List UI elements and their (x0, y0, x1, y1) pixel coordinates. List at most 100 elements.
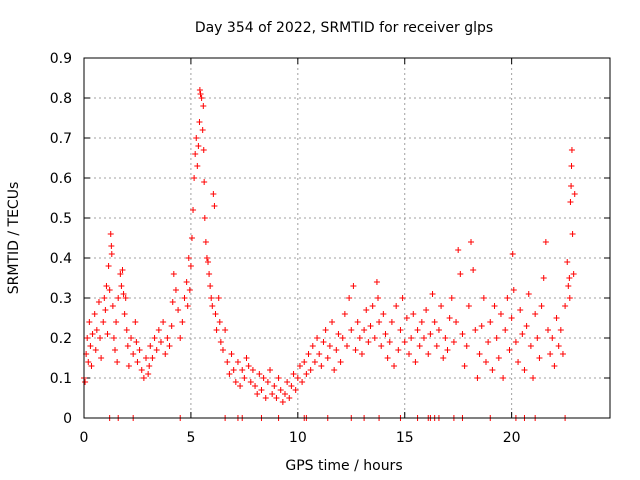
data-point (431, 319, 438, 325)
data-point (205, 259, 212, 265)
data-point (106, 287, 113, 293)
data-point (187, 263, 194, 269)
data-point (201, 179, 208, 185)
data-point (568, 163, 575, 169)
data-point (559, 351, 566, 357)
data-point (118, 283, 125, 289)
data-point (333, 347, 340, 353)
data-point (517, 307, 524, 313)
data-point (567, 199, 574, 205)
data-point (363, 307, 370, 313)
data-point (288, 383, 295, 389)
y-tick-label: 0.7 (50, 131, 72, 147)
data-point (206, 271, 213, 277)
data-point (239, 367, 246, 373)
data-point (495, 355, 502, 361)
data-point (138, 367, 145, 373)
data-point (346, 295, 353, 301)
data-point (232, 379, 239, 385)
data-point (562, 303, 569, 309)
data-point (234, 359, 241, 365)
data-point (435, 327, 442, 333)
data-point (314, 335, 321, 341)
data-point (281, 391, 288, 397)
data-point (170, 271, 177, 277)
data-point (564, 259, 571, 265)
data-point (416, 343, 423, 349)
data-point (245, 363, 252, 369)
data-point (478, 323, 485, 329)
data-point (93, 327, 100, 333)
data-point (506, 347, 513, 353)
data-point (195, 143, 202, 149)
data-point (279, 399, 286, 405)
data-point (260, 375, 267, 381)
data-point (196, 119, 203, 125)
data-point (303, 371, 310, 377)
y-tick-label: 0.2 (50, 331, 72, 347)
y-tick-label: 0.1 (50, 371, 72, 387)
data-point (391, 363, 398, 369)
data-point (188, 235, 195, 241)
data-point (91, 311, 98, 317)
data-point (510, 287, 517, 293)
data-point (565, 283, 572, 289)
data-point (190, 207, 197, 213)
data-point (367, 323, 374, 329)
data-point (504, 295, 511, 301)
data-point (222, 327, 229, 333)
data-point (117, 271, 124, 277)
data-point (108, 251, 115, 257)
data-point (301, 359, 308, 365)
data-point (160, 319, 167, 325)
data-point (433, 343, 440, 349)
data-point (322, 327, 329, 333)
data-point (482, 359, 489, 365)
data-point (82, 379, 89, 385)
data-point (331, 367, 338, 373)
data-point (114, 359, 121, 365)
data-point (97, 335, 104, 341)
x-tick-label: 5 (186, 430, 195, 446)
data-point (181, 295, 188, 301)
data-point (230, 367, 237, 373)
data-point (98, 355, 105, 361)
data-point (508, 315, 515, 321)
data-point (237, 383, 244, 389)
data-point (256, 371, 263, 377)
data-point (183, 279, 190, 285)
data-point (147, 343, 154, 349)
data-point (184, 303, 191, 309)
data-point (365, 339, 372, 345)
data-point (527, 343, 534, 349)
data-point (249, 367, 256, 373)
data-point (243, 355, 250, 361)
data-point (568, 183, 575, 189)
data-point (196, 87, 203, 93)
data-point (382, 331, 389, 337)
data-point (354, 319, 361, 325)
data-point (124, 343, 131, 349)
data-point (397, 327, 404, 333)
data-point (455, 247, 462, 253)
data-point (326, 343, 333, 349)
data-point (286, 395, 293, 401)
data-point (361, 327, 368, 333)
data-point (130, 351, 137, 357)
data-point (145, 371, 152, 377)
data-point (271, 383, 278, 389)
data-point (512, 339, 519, 345)
axis-ticks: 0 5 10 15 20 0 0.1 0.2 0.3 0.4 0.5 0.6 0.7 0.8 0.9 (50, 51, 610, 446)
data-point (459, 331, 466, 337)
y-tick-label: 0.9 (50, 51, 72, 67)
data-point (457, 271, 464, 277)
data-point (107, 231, 114, 237)
data-point (350, 283, 357, 289)
data-point (401, 339, 408, 345)
data-point (172, 287, 179, 293)
data-point (523, 323, 530, 329)
data-point (146, 363, 153, 369)
data-point (569, 231, 576, 237)
data-point (294, 375, 301, 381)
